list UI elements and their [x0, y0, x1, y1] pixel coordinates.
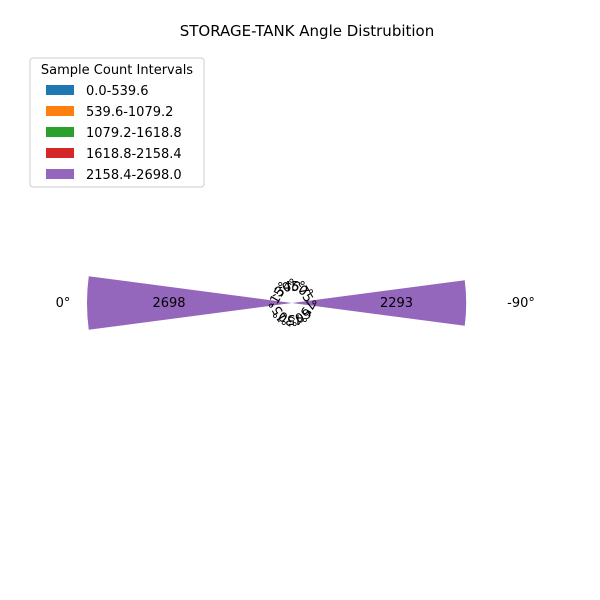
- polar-plot: 2698 2293 0° 15°30°45°60°75° -90°-75°-60°-4…: [56, 276, 535, 330]
- legend-label-0: 0.0-539.6: [86, 84, 149, 99]
- angle-bar-0: [87, 276, 292, 330]
- bar-labels-layer: 2698 2293: [152, 296, 413, 311]
- angle-tick-label-3: 45°: [280, 311, 303, 326]
- bars-layer: [87, 276, 467, 330]
- legend-swatch-4: [46, 169, 74, 179]
- bar-value-label-0: 2698: [152, 296, 185, 311]
- legend-label-4: 2158.4-2698.0: [86, 168, 182, 183]
- legend-swatch-0: [46, 85, 74, 95]
- legend-label-1: 539.6-1079.2: [86, 105, 173, 120]
- legend-swatch-1: [46, 106, 74, 116]
- legend: Sample Count Intervals 0.0-539.6 539.6-10…: [29, 57, 205, 188]
- bar-value-label-1: 2293: [380, 296, 413, 311]
- legend-label-3: 1618.8-2158.4: [86, 147, 182, 162]
- angle-tick-label-0: 0°: [56, 296, 71, 311]
- angle-tick-label-9: -45°: [278, 280, 306, 295]
- legend-swatch-2: [46, 127, 74, 137]
- legend-title: Sample Count Intervals: [41, 63, 193, 78]
- angle-bar-1: [292, 280, 467, 326]
- angle-tick-label-6: -90°: [507, 296, 535, 311]
- legend-label-2: 1079.2-1618.8: [86, 126, 182, 141]
- legend-swatch-3: [46, 148, 74, 158]
- legend-entries: 0.0-539.6 539.6-1079.2 1079.2-1618.8 1618.8…: [46, 84, 182, 183]
- chart-title: STORAGE-TANK Angle Distrubition: [180, 22, 435, 40]
